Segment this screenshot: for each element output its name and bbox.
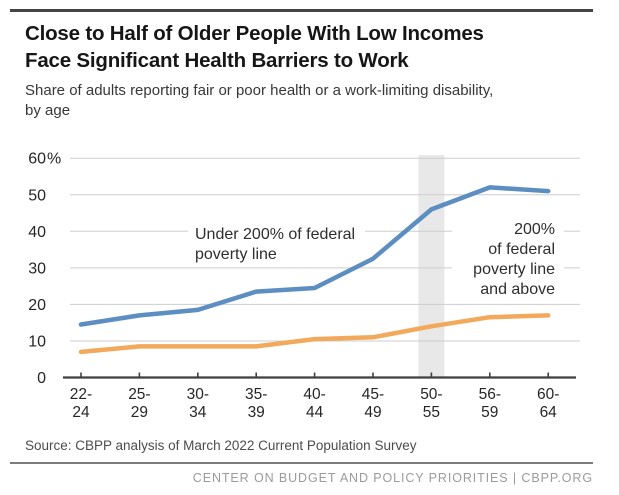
x-tick-label: 64: [540, 404, 558, 421]
y-tick-label: 10: [28, 333, 46, 350]
y-tick-label: 20: [28, 297, 46, 314]
x-tick-label: 55: [423, 404, 440, 421]
x-tick-label: 39: [248, 404, 265, 421]
annotation-mask: [188, 222, 365, 266]
x-tick-label: 30-: [187, 386, 209, 403]
x-tick-label: 56-: [479, 386, 501, 403]
x-tick-label: 35-: [245, 386, 267, 403]
series-annotation: and above: [480, 281, 555, 298]
highlight-band: [418, 155, 445, 378]
x-tick-label: 44: [306, 404, 324, 421]
chart-subtitle: Share of adults reporting fair or poor h…: [25, 81, 605, 121]
x-tick-label: 40-: [303, 386, 325, 403]
y-tick-label: 30: [28, 260, 46, 277]
footer-divider: [10, 462, 593, 464]
y-tick-label: 40: [28, 224, 46, 241]
y-axis-percent-sign: %: [47, 151, 61, 168]
page-title-line2: Face Significant Health Barriers to Work: [25, 49, 409, 72]
chart-subtitle-line1: Share of adults reporting fair or poor h…: [25, 82, 494, 99]
x-tick-label: 60-: [537, 386, 559, 403]
x-tick-label: 59: [481, 404, 498, 421]
series-annotation: Under 200% of federal: [195, 226, 355, 243]
x-tick-label: 34: [189, 404, 207, 421]
annotation-mask: [452, 219, 564, 301]
x-tick-label: 50-: [420, 386, 442, 403]
page-title: Close to Half of Older People With Low I…: [25, 20, 600, 74]
page-title-line1: Close to Half of Older People With Low I…: [25, 22, 484, 45]
x-tick-label: 45-: [362, 386, 384, 403]
x-tick-label: 29: [131, 404, 148, 421]
series-annotation: poverty line: [473, 261, 555, 278]
top-rule: [10, 9, 593, 12]
series-annotation: of federal: [488, 241, 555, 258]
chart-subtitle-line2: by age: [25, 102, 71, 119]
series-annotation: poverty line: [195, 246, 277, 263]
source-note: Source: CBPP analysis of March 2022 Curr…: [25, 438, 417, 453]
x-tick-label: 25-: [128, 386, 150, 403]
line-chart: Under 200% of federal poverty line 200% of …: [0, 140, 619, 430]
y-tick-label: 50: [28, 187, 46, 204]
y-tick-label: 0: [37, 370, 46, 387]
x-tick-label: 22-: [70, 386, 92, 403]
series-line-under-200-fpl: [78, 185, 551, 327]
series-annotation: 200%: [514, 221, 555, 238]
branding-text: CENTER ON BUDGET AND POLICY PRIORITIES |…: [192, 471, 593, 485]
x-tick-label: 49: [364, 404, 381, 421]
y-tick-label: 60: [28, 151, 46, 168]
series-line-200-fpl-and-above: [78, 313, 551, 355]
x-tick-label: 24: [72, 404, 90, 421]
